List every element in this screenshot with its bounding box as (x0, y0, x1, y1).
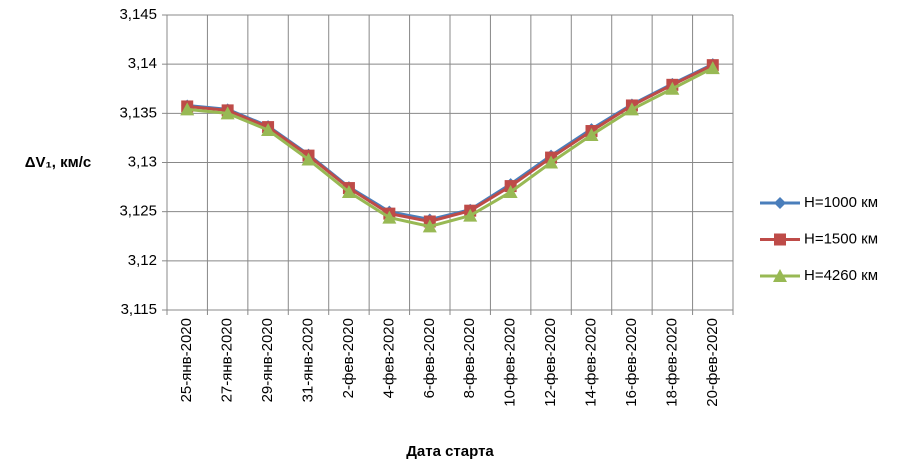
x-tick-label: 25-янв-2020 (178, 318, 195, 402)
point (180, 102, 195, 116)
x-tick-label: 6-фев-2020 (421, 318, 438, 398)
x-tick-label: 2-фев-2020 (340, 318, 357, 398)
y-axis-label: ΔV₁, км/с (25, 154, 91, 171)
legend-marker (774, 197, 786, 209)
y-tick-label: 3,115 (121, 301, 157, 318)
y-tick-label: 3,14 (128, 55, 157, 72)
x-tick-label: 27-янв-2020 (219, 318, 236, 402)
point (584, 127, 599, 141)
y-tick-label: 3,125 (119, 203, 157, 220)
series-line (187, 63, 714, 224)
x-tick-label: 14-фев-2020 (582, 318, 599, 407)
x-tick-label: 8-фев-2020 (461, 318, 478, 398)
x-tick-label: 20-фев-2020 (704, 318, 721, 407)
series-line (187, 66, 714, 228)
x-tick-label: 31-янв-2020 (299, 318, 316, 402)
x-tick-label: 10-фев-2020 (502, 318, 519, 407)
point (220, 106, 235, 120)
y-tick-label: 3,145 (119, 6, 157, 23)
x-tick-label: 16-фев-2020 (623, 318, 640, 407)
legend-label: H=1000 км (804, 194, 878, 211)
point (463, 208, 478, 222)
point (503, 185, 518, 198)
y-tick-label: 3,12 (128, 252, 157, 269)
legend-marker (774, 233, 786, 246)
x-tick-label: 18-фев-2020 (663, 318, 680, 407)
point (301, 152, 316, 166)
point (705, 61, 720, 75)
x-tick-label: 29-янв-2020 (259, 318, 276, 402)
point (261, 123, 276, 137)
y-tick-label: 3,13 (128, 153, 157, 170)
point (341, 185, 356, 198)
x-axis-label: Дата старта (406, 443, 494, 460)
legend-label: H=4260 км (804, 267, 878, 284)
legend-label: H=1500 км (804, 230, 878, 247)
point (624, 102, 639, 116)
point (544, 155, 559, 169)
legend-marker (773, 269, 787, 282)
y-tick-label: 3,135 (119, 104, 157, 121)
x-tick-label: 12-фев-2020 (542, 318, 559, 407)
point (665, 81, 680, 95)
point (382, 210, 397, 224)
point (422, 219, 437, 233)
x-tick-label: 4-фев-2020 (380, 318, 397, 398)
